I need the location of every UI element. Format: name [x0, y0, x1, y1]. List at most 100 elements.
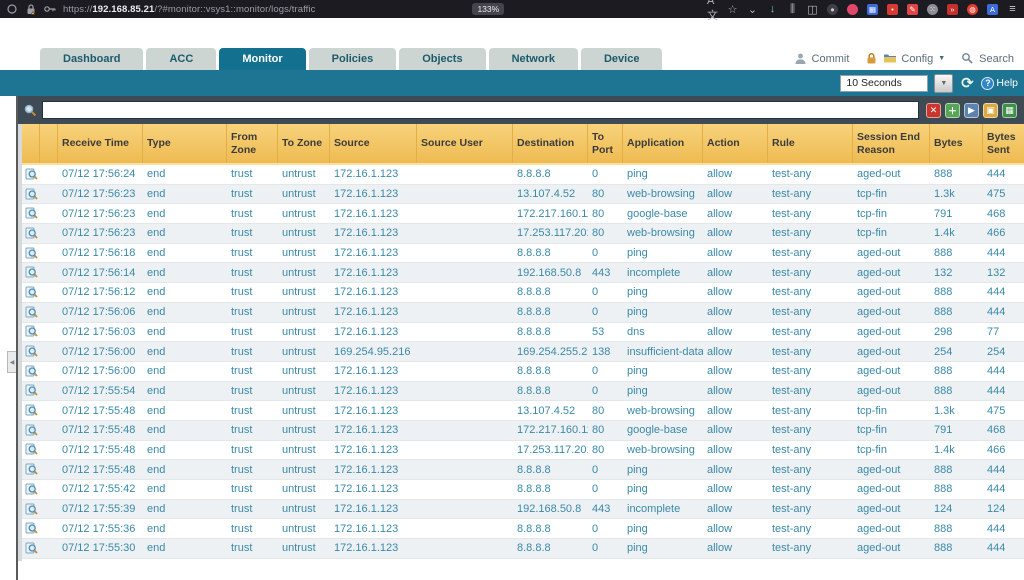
- cell-to_zone[interactable]: untrust: [278, 188, 330, 200]
- log-detail-icon[interactable]: [22, 404, 40, 417]
- log-detail-icon[interactable]: [22, 424, 40, 437]
- cell-bytes_sent[interactable]: 444: [983, 483, 1024, 495]
- cell-session_end_reason[interactable]: aged-out: [853, 503, 930, 515]
- cell-to_port[interactable]: 0: [588, 286, 623, 298]
- cell-to_port[interactable]: 443: [588, 267, 623, 279]
- cell-action[interactable]: allow: [703, 444, 768, 456]
- column-header-from_zone[interactable]: From Zone: [227, 124, 278, 163]
- cell-source[interactable]: 172.16.1.123: [330, 247, 417, 259]
- cell-to_port[interactable]: 0: [588, 464, 623, 476]
- cell-application[interactable]: google-base: [623, 208, 703, 220]
- column-header-to_port[interactable]: To Port: [588, 124, 623, 163]
- column-header-detail[interactable]: [22, 124, 40, 163]
- cell-receive_time[interactable]: 07/12 17:55:48: [58, 444, 143, 456]
- cell-type[interactable]: end: [143, 483, 227, 495]
- log-detail-icon[interactable]: [22, 325, 40, 338]
- cell-session_end_reason[interactable]: tcp-fin: [853, 208, 930, 220]
- cell-bytes_sent[interactable]: 444: [983, 247, 1024, 259]
- cell-from_zone[interactable]: trust: [227, 326, 278, 338]
- cell-from_zone[interactable]: trust: [227, 405, 278, 417]
- cell-session_end_reason[interactable]: aged-out: [853, 385, 930, 397]
- config-button[interactable]: Config: [901, 53, 933, 65]
- cell-bytes[interactable]: 888: [930, 365, 983, 377]
- cell-application[interactable]: ping: [623, 483, 703, 495]
- cell-action[interactable]: allow: [703, 385, 768, 397]
- cell-receive_time[interactable]: 07/12 17:55:39: [58, 503, 143, 515]
- cell-to_port[interactable]: 0: [588, 542, 623, 554]
- cell-action[interactable]: allow: [703, 483, 768, 495]
- cell-source[interactable]: 172.16.1.123: [330, 385, 417, 397]
- cell-action[interactable]: allow: [703, 542, 768, 554]
- cell-session_end_reason[interactable]: aged-out: [853, 267, 930, 279]
- tab-dashboard[interactable]: Dashboard: [40, 48, 143, 70]
- cell-type[interactable]: end: [143, 208, 227, 220]
- cell-source[interactable]: 172.16.1.123: [330, 503, 417, 515]
- cell-destination[interactable]: 8.8.8.8: [513, 542, 588, 554]
- log-detail-icon[interactable]: [22, 542, 40, 555]
- cell-rule[interactable]: test-any: [768, 326, 853, 338]
- cell-receive_time[interactable]: 07/12 17:55:36: [58, 523, 143, 535]
- cell-action[interactable]: allow: [703, 168, 768, 180]
- cell-bytes[interactable]: 888: [930, 306, 983, 318]
- cell-to_port[interactable]: 0: [588, 306, 623, 318]
- cell-destination[interactable]: 8.8.8.8: [513, 385, 588, 397]
- extension-icon[interactable]: ✎: [907, 4, 918, 15]
- cell-bytes[interactable]: 298: [930, 326, 983, 338]
- cell-destination[interactable]: 192.168.50.8: [513, 503, 588, 515]
- cell-bytes_sent[interactable]: 444: [983, 542, 1024, 554]
- cell-to_port[interactable]: 80: [588, 208, 623, 220]
- cell-destination[interactable]: 8.8.8.8: [513, 365, 588, 377]
- column-header-source_user[interactable]: Source User: [417, 124, 513, 163]
- cell-to_port[interactable]: 0: [588, 385, 623, 397]
- cell-to_zone[interactable]: untrust: [278, 483, 330, 495]
- cell-to_port[interactable]: 138: [588, 346, 623, 358]
- key-icon[interactable]: [44, 3, 56, 15]
- cell-to_zone[interactable]: untrust: [278, 542, 330, 554]
- commit-button[interactable]: Commit: [812, 53, 850, 65]
- cell-application[interactable]: incomplete: [623, 267, 703, 279]
- cell-bytes[interactable]: 124: [930, 503, 983, 515]
- cell-session_end_reason[interactable]: tcp-fin: [853, 188, 930, 200]
- column-header-application[interactable]: Application: [623, 124, 703, 163]
- cell-receive_time[interactable]: 07/12 17:56:23: [58, 188, 143, 200]
- cell-destination[interactable]: 169.254.255.255: [513, 346, 588, 358]
- cell-bytes_sent[interactable]: 444: [983, 168, 1024, 180]
- cell-application[interactable]: ping: [623, 168, 703, 180]
- cell-receive_time[interactable]: 07/12 17:56:24: [58, 168, 143, 180]
- cell-action[interactable]: allow: [703, 306, 768, 318]
- cell-bytes_sent[interactable]: 444: [983, 286, 1024, 298]
- cell-bytes_sent[interactable]: 444: [983, 306, 1024, 318]
- site-info-icon[interactable]: [6, 3, 18, 15]
- cell-receive_time[interactable]: 07/12 17:56:18: [58, 247, 143, 259]
- translate-icon[interactable]: A文: [707, 4, 718, 15]
- cell-rule[interactable]: test-any: [768, 444, 853, 456]
- lock-warning-icon[interactable]: [25, 3, 37, 15]
- clear-filter-icon[interactable]: ✕: [926, 103, 941, 118]
- log-detail-icon[interactable]: [22, 227, 40, 240]
- cell-type[interactable]: end: [143, 385, 227, 397]
- cell-application[interactable]: ping: [623, 542, 703, 554]
- cell-bytes[interactable]: 888: [930, 542, 983, 554]
- cell-session_end_reason[interactable]: tcp-fin: [853, 405, 930, 417]
- column-header-type[interactable]: Type: [143, 124, 227, 163]
- cell-destination[interactable]: 192.168.50.8: [513, 267, 588, 279]
- cell-to_port[interactable]: 0: [588, 483, 623, 495]
- cell-source[interactable]: 172.16.1.123: [330, 168, 417, 180]
- cell-to_zone[interactable]: untrust: [278, 306, 330, 318]
- refresh-icon[interactable]: ⟳: [959, 74, 975, 92]
- cell-to_zone[interactable]: untrust: [278, 464, 330, 476]
- cell-application[interactable]: ping: [623, 365, 703, 377]
- cell-session_end_reason[interactable]: aged-out: [853, 326, 930, 338]
- cell-to_zone[interactable]: untrust: [278, 365, 330, 377]
- log-detail-icon[interactable]: [22, 207, 40, 220]
- cell-bytes[interactable]: 1.3k: [930, 188, 983, 200]
- cell-rule[interactable]: test-any: [768, 365, 853, 377]
- log-detail-icon[interactable]: [22, 266, 40, 279]
- cell-to_zone[interactable]: untrust: [278, 326, 330, 338]
- cell-destination[interactable]: 8.8.8.8: [513, 306, 588, 318]
- cell-rule[interactable]: test-any: [768, 385, 853, 397]
- cell-to_port[interactable]: 80: [588, 444, 623, 456]
- cell-from_zone[interactable]: trust: [227, 503, 278, 515]
- cell-session_end_reason[interactable]: aged-out: [853, 247, 930, 259]
- cell-bytes_sent[interactable]: 466: [983, 227, 1024, 239]
